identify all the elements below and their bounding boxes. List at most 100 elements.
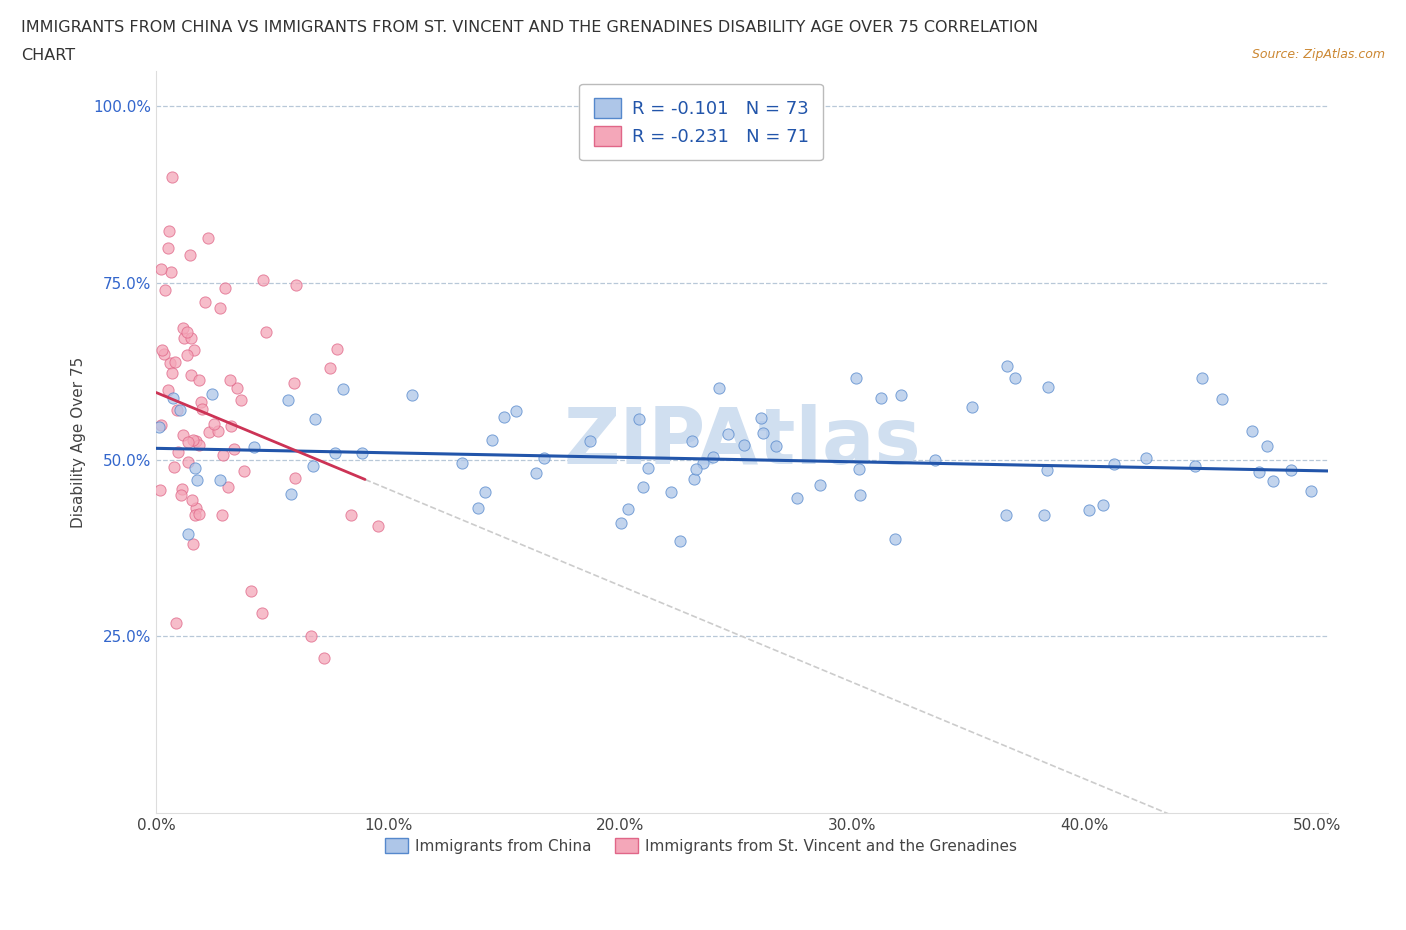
Point xyxy=(284,471,307,485)
Point xyxy=(155,283,177,298)
Point xyxy=(304,411,326,426)
Point xyxy=(186,500,208,515)
Point xyxy=(702,450,724,465)
Point xyxy=(810,478,832,493)
Point xyxy=(319,361,342,376)
Point xyxy=(165,616,187,631)
Point xyxy=(252,272,274,287)
Point xyxy=(669,534,692,549)
Point xyxy=(153,346,176,361)
Point xyxy=(224,441,246,456)
Point xyxy=(845,371,868,386)
Point xyxy=(277,393,299,408)
Point xyxy=(1092,498,1115,512)
Point xyxy=(232,464,254,479)
Point xyxy=(218,373,240,388)
Point xyxy=(692,456,714,471)
Point xyxy=(1241,423,1264,438)
Point xyxy=(159,356,181,371)
Point xyxy=(709,380,731,395)
Point xyxy=(283,376,305,391)
Point xyxy=(494,409,516,424)
Point xyxy=(170,488,193,503)
Point xyxy=(179,247,201,262)
Point xyxy=(177,455,200,470)
Point xyxy=(148,419,170,434)
Point xyxy=(191,402,214,417)
Point xyxy=(186,472,208,487)
Point xyxy=(524,466,547,481)
Point xyxy=(883,531,905,546)
Point xyxy=(1301,484,1323,498)
Point xyxy=(628,412,651,427)
Text: ZIPAtlas: ZIPAtlas xyxy=(564,404,921,480)
Point xyxy=(169,403,191,418)
Point xyxy=(1191,371,1213,386)
Point xyxy=(162,391,184,405)
Point xyxy=(207,424,229,439)
Point xyxy=(749,410,772,425)
Text: Source: ZipAtlas.com: Source: ZipAtlas.com xyxy=(1251,48,1385,61)
Point xyxy=(163,354,186,369)
Text: CHART: CHART xyxy=(21,48,75,63)
Point xyxy=(156,240,179,255)
Point xyxy=(481,432,503,447)
Point xyxy=(188,507,211,522)
Point xyxy=(166,403,188,418)
Point xyxy=(197,231,219,246)
Point xyxy=(149,418,172,432)
Point xyxy=(186,434,208,449)
Point xyxy=(180,368,202,383)
Point xyxy=(299,629,322,644)
Point xyxy=(474,485,496,500)
Point xyxy=(209,300,232,315)
Point xyxy=(1211,392,1233,406)
Point xyxy=(184,460,207,475)
Point xyxy=(239,584,262,599)
Point xyxy=(533,451,555,466)
Point xyxy=(188,372,211,387)
Point xyxy=(870,391,893,405)
Point xyxy=(1004,371,1026,386)
Point xyxy=(1102,457,1125,472)
Point xyxy=(325,342,347,357)
Point xyxy=(323,445,346,460)
Point xyxy=(180,330,202,345)
Point xyxy=(682,472,704,486)
Point xyxy=(188,437,211,452)
Text: IMMIGRANTS FROM CHINA VS IMMIGRANTS FROM ST. VINCENT AND THE GRENADINES DISABILI: IMMIGRANTS FROM CHINA VS IMMIGRANTS FROM… xyxy=(21,20,1038,35)
Point xyxy=(167,445,190,459)
Point xyxy=(172,482,194,497)
Point xyxy=(717,427,740,442)
Point xyxy=(1135,450,1157,465)
Point xyxy=(995,359,1018,374)
Point xyxy=(176,348,198,363)
Point xyxy=(579,433,602,448)
Point xyxy=(637,461,659,476)
Point xyxy=(314,650,336,665)
Point xyxy=(848,461,870,476)
Point xyxy=(450,455,472,470)
Point xyxy=(243,439,266,454)
Point xyxy=(1263,473,1285,488)
Point xyxy=(659,485,682,500)
Point xyxy=(149,482,172,497)
Point xyxy=(157,223,180,238)
Point xyxy=(229,393,252,408)
Point xyxy=(160,264,183,279)
Point xyxy=(176,325,198,339)
Point xyxy=(617,501,640,516)
Point xyxy=(610,516,633,531)
Point xyxy=(225,380,247,395)
Legend: Immigrants from China, Immigrants from St. Vincent and the Grenadines: Immigrants from China, Immigrants from S… xyxy=(377,830,1025,861)
Point xyxy=(172,321,194,336)
Point xyxy=(184,508,207,523)
Point xyxy=(198,425,221,440)
Point xyxy=(254,325,277,339)
Point xyxy=(332,381,354,396)
Point xyxy=(181,433,204,448)
Point xyxy=(1256,439,1278,454)
Point xyxy=(180,493,202,508)
Point xyxy=(401,388,423,403)
Point xyxy=(149,261,172,276)
